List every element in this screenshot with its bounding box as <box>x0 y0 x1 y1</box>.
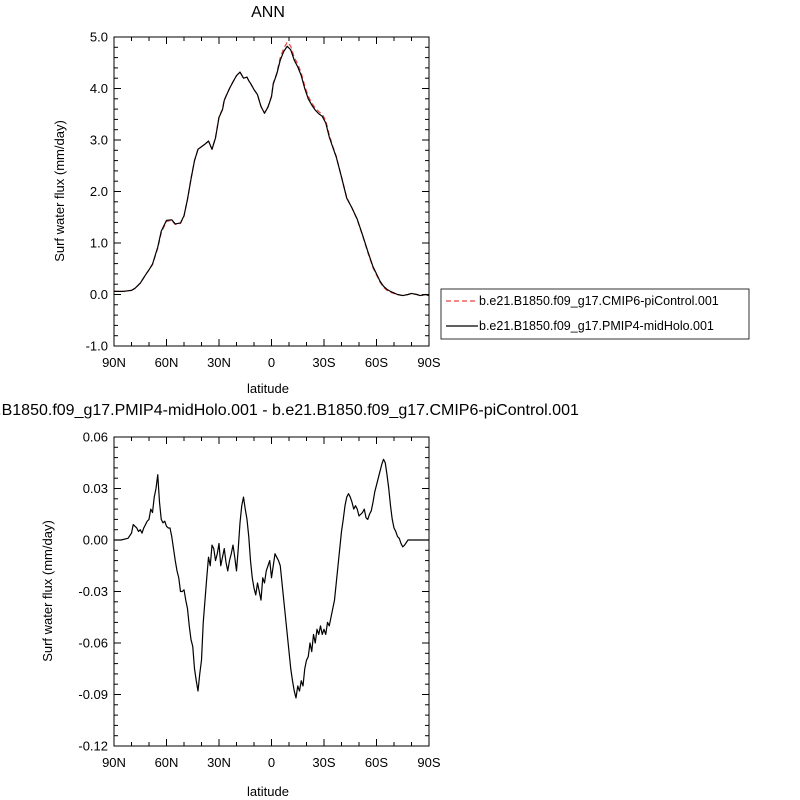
chart-bottom-xtick-label: 90N <box>102 755 126 770</box>
chart-top-xtick-label: 90S <box>417 355 440 370</box>
chart-bottom-ylabel: Surf water flux (mm/day) <box>40 520 55 662</box>
chart-bottom-ytick-label: 0.06 <box>83 430 108 445</box>
chart-bottom-xtick-label: 90S <box>417 755 440 770</box>
chart-top-xtick-label: 60S <box>365 355 388 370</box>
chart-top: ANN latitude Surf water flux (mm/day) 90… <box>52 4 441 396</box>
chart-top-xtick-label: 0 <box>268 355 275 370</box>
chart-top-title: ANN <box>251 4 285 21</box>
chart-top-xtick-label: 30N <box>207 355 231 370</box>
chart-bottom-xtick-label: 60S <box>365 755 388 770</box>
chart-top-xtick-label: 90N <box>102 355 126 370</box>
chart-bottom: b.e21.B1850.f09_g17.PMIP4-midHolo.001 - … <box>0 402 579 799</box>
legend-label-picontrol: b.e21.B1850.f09_g17.CMIP6-piControl.001 <box>479 294 719 308</box>
chart-top-ylabel: Surf water flux (mm/day) <box>52 120 67 262</box>
chart-bottom-ytick-label: -0.12 <box>78 739 108 754</box>
chart-top-ytick-label: -1.0 <box>86 339 108 354</box>
chart-top-ytick-label: 2.0 <box>90 184 108 199</box>
chart-bottom-xtick-label: 60N <box>155 755 179 770</box>
chart-top-xlabel: latitude <box>247 381 289 396</box>
chart-top-series-line-0 <box>114 41 430 297</box>
chart-bottom-ytick-label: -0.09 <box>78 687 108 702</box>
chart-bottom-series-line-0 <box>114 458 429 699</box>
chart-bottom-ytick-label: -0.03 <box>78 584 108 599</box>
chart-bottom-ytick-label: -0.06 <box>78 636 108 651</box>
chart-bottom-plot-frame <box>113 436 430 747</box>
chart-top-ytick-label: 5.0 <box>90 30 108 45</box>
chart-bottom-ytick-label: 0.03 <box>83 481 108 496</box>
chart-bottom-title: b.e21.B1850.f09_g17.PMIP4-midHolo.001 - … <box>0 402 579 419</box>
chart-bottom-ytick-label: 0.00 <box>83 533 108 548</box>
legend: b.e21.B1850.f09_g17.CMIP6-piControl.001 … <box>440 288 750 340</box>
chart-top-ytick-label: 3.0 <box>90 133 108 148</box>
chart-top-ytick-label: 0.0 <box>90 287 108 302</box>
chart-top-ytick-label: 4.0 <box>90 81 108 96</box>
chart-bottom-xtick-label: 0 <box>268 755 275 770</box>
chart-top-plot-frame <box>113 36 430 347</box>
chart-top-xtick-label: 60N <box>155 355 179 370</box>
chart-top-series-line-1 <box>114 45 430 297</box>
legend-label-midholo: b.e21.B1850.f09_g17.PMIP4-midHolo.001 <box>479 319 714 333</box>
chart-bottom-xtick-label: 30N <box>207 755 231 770</box>
chart-bottom-xlabel: latitude <box>247 784 289 799</box>
chart-top-xtick-label: 30S <box>312 355 335 370</box>
legend-box <box>440 288 750 340</box>
chart-bottom-xtick-label: 30S <box>312 755 335 770</box>
chart-top-ytick-label: 1.0 <box>90 236 108 251</box>
